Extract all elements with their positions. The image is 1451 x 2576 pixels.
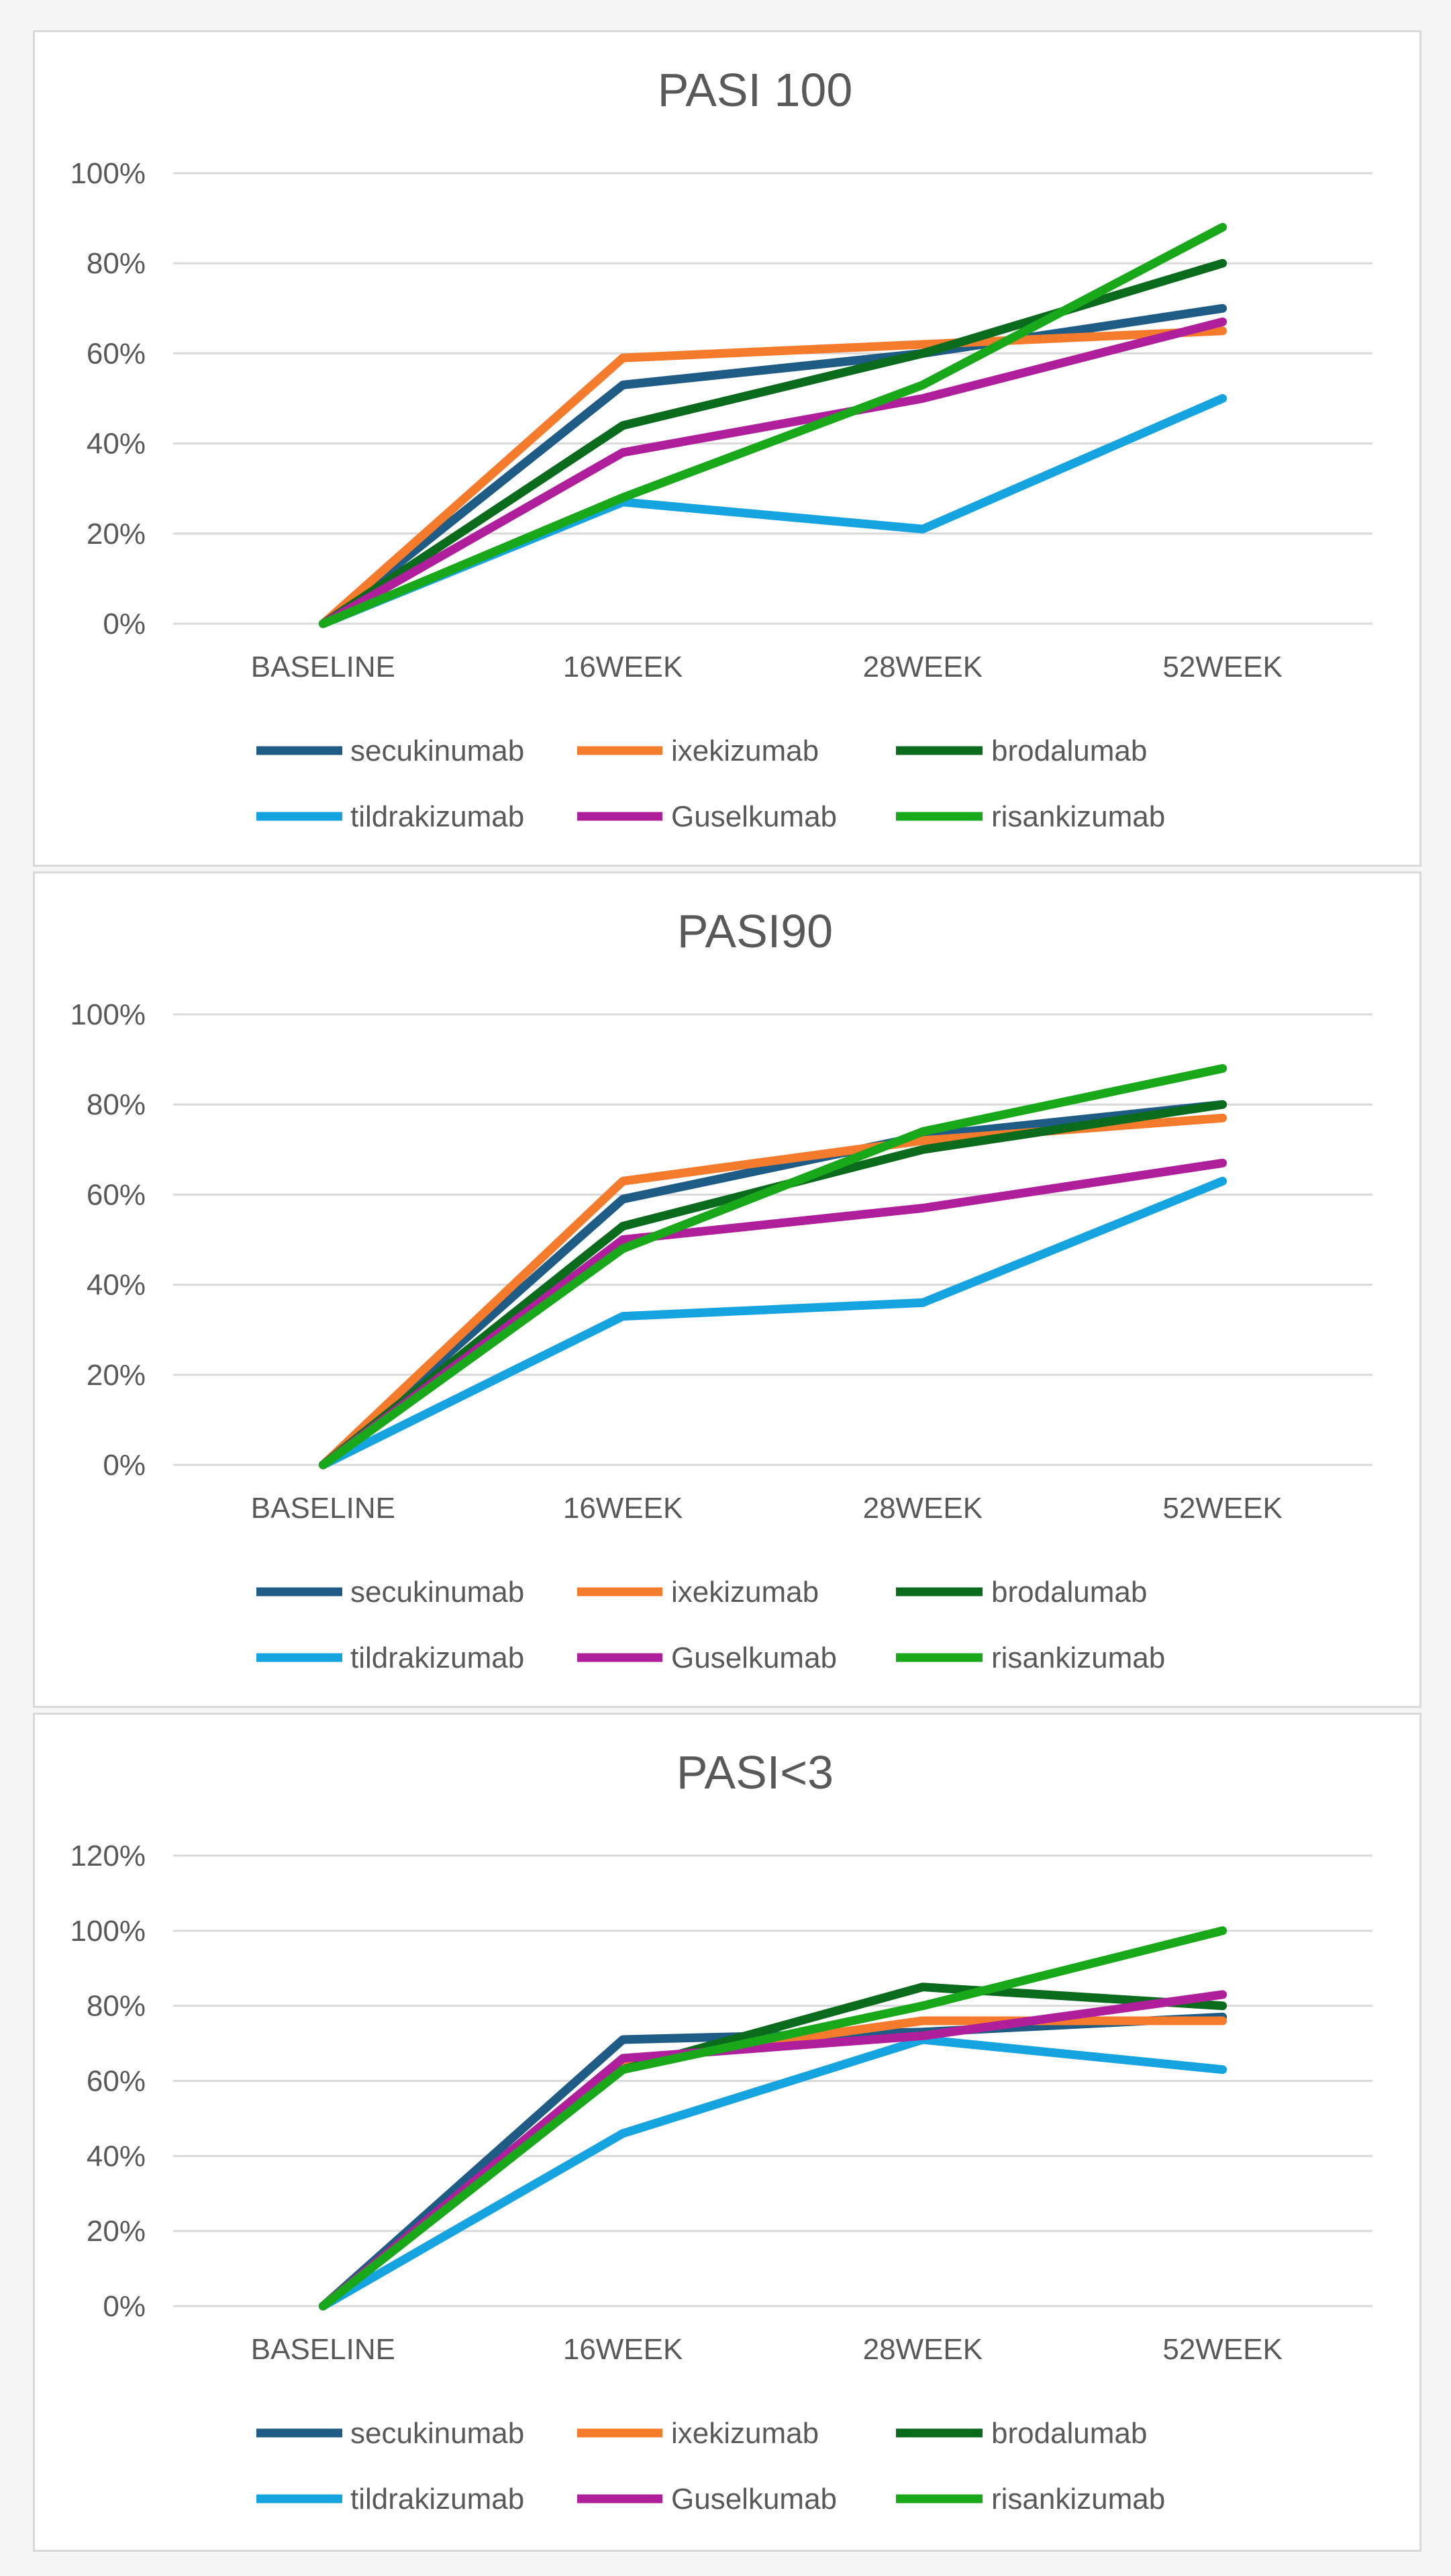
chart-panel-pasi90: PASI90 0% 20% 40% 60% 80% 100% BASELINE 16WEEK 28… [33, 871, 1421, 1708]
legend-label-secukinumab: secukinumab [350, 1576, 524, 1609]
legend-label-brodalumab: brodalumab [991, 2417, 1147, 2450]
series-line-guselkumab [318, 317, 1228, 628]
y-tick-label: 20% [87, 518, 146, 551]
legend-label-secukinumab: secukinumab [350, 2417, 524, 2450]
x-tick-label: BASELINE [251, 2333, 395, 2366]
x-tick-label: BASELINE [251, 1492, 395, 1525]
y-tick-label: 40% [87, 428, 146, 461]
x-tick-label: 28WEEK [863, 2333, 983, 2366]
y-tick-label: 80% [87, 247, 146, 280]
legend-label-risankizumab: risankizumab [991, 2483, 1165, 2516]
legend-label-ixekizumab: ixekizumab [671, 1576, 819, 1609]
legend-label-brodalumab: brodalumab [991, 734, 1147, 767]
series-line-tildrakizumab [318, 2035, 1228, 2311]
legend-label-ixekizumab: ixekizumab [671, 2417, 819, 2450]
pasi100-chart: PASI 100 0% 20% 40% 60% 80% 100% BASELINE 16WEEK… [70, 64, 1372, 833]
series-line-ixekizumab [318, 326, 1228, 628]
series-line-guselkumab [318, 1158, 1228, 1470]
legend-label-tildrakizumab: tildrakizumab [350, 800, 524, 833]
y-tick-label: 100% [70, 998, 146, 1031]
legend-label-risankizumab: risankizumab [991, 1641, 1165, 1674]
chart-panel-pasi100: PASI 100 0% 20% 40% 60% 80% 100% BASELINE 16WEEK… [33, 30, 1421, 867]
legend-label-ixekizumab: ixekizumab [671, 734, 819, 767]
x-tick-label: 16WEEK [563, 1492, 683, 1525]
x-tick-label: 28WEEK [863, 1492, 983, 1525]
x-tick-label: 52WEEK [1162, 1492, 1283, 1525]
series-line-secukinumab [318, 303, 1228, 628]
series-line-secukinumab [318, 1100, 1228, 1470]
x-tick-label: BASELINE [251, 651, 395, 683]
chart-title: PASI90 [677, 905, 833, 957]
chart-panel-pasi-lt3: PASI<3 0% 20% 40% 60% 80% 100% 120% BASELINE 16WE… [33, 1713, 1421, 2552]
pasi90-chart: PASI90 0% 20% 40% 60% 80% 100% BASELINE 16WEEK 28… [70, 905, 1372, 1674]
y-tick-label: 0% [103, 608, 146, 640]
y-tick-label: 60% [87, 1178, 146, 1211]
y-tick-label: 0% [103, 2290, 146, 2323]
legend-label-brodalumab: brodalumab [991, 1576, 1147, 1609]
y-tick-label: 40% [87, 1269, 146, 1302]
y-tick-label: 100% [70, 1915, 146, 1948]
series-line-tildrakizumab [318, 1176, 1228, 1470]
chart-title: PASI 100 [658, 64, 853, 116]
y-tick-label: 40% [87, 2140, 146, 2173]
legend-label-secukinumab: secukinumab [350, 734, 524, 767]
y-tick-label: 60% [87, 337, 146, 370]
legend-label-tildrakizumab: tildrakizumab [350, 1641, 524, 1674]
y-tick-label: 100% [70, 157, 146, 190]
series-line-risankizumab [318, 223, 1228, 628]
chart-title: PASI<3 [677, 1746, 834, 1799]
x-tick-label: 16WEEK [563, 2333, 683, 2366]
legend-label-guselkumab: Guselkumab [671, 2483, 837, 2516]
legend-label-risankizumab: risankizumab [991, 800, 1165, 833]
y-tick-label: 20% [87, 1359, 146, 1392]
y-tick-label: 0% [103, 1449, 146, 1482]
y-tick-label: 20% [87, 2215, 146, 2248]
x-tick-label: 52WEEK [1162, 651, 1283, 683]
series-line-risankizumab [318, 1926, 1228, 2311]
legend-label-guselkumab: Guselkumab [671, 1641, 837, 1674]
y-tick-label: 80% [87, 1990, 146, 2023]
y-tick-label: 80% [87, 1088, 146, 1121]
legend-label-tildrakizumab: tildrakizumab [350, 2483, 524, 2516]
x-tick-label: 28WEEK [863, 651, 983, 683]
series-line-ixekizumab [318, 2016, 1228, 2311]
x-tick-label: 52WEEK [1162, 2333, 1283, 2366]
series-line-guselkumab [318, 1990, 1228, 2311]
x-tick-label: 16WEEK [563, 651, 683, 683]
y-tick-label: 120% [70, 1840, 146, 1872]
legend-label-guselkumab: Guselkumab [671, 800, 837, 833]
series-line-risankizumab [318, 1064, 1228, 1470]
pasi-lt3-chart: PASI<3 0% 20% 40% 60% 80% 100% 120% BASELINE 16WE… [70, 1746, 1372, 2516]
y-tick-label: 60% [87, 2065, 146, 2098]
